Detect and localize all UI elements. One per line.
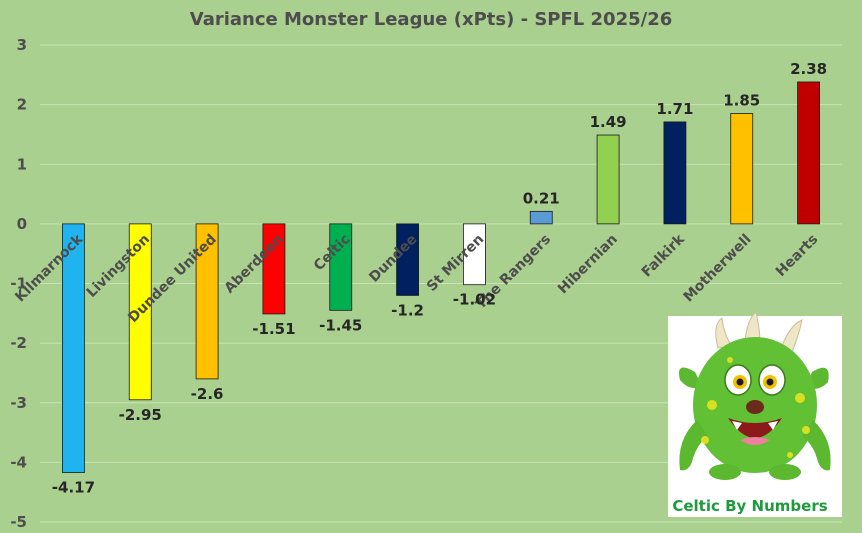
- value-label-falkirk: 1.71: [656, 100, 693, 118]
- y-axis-ticks: -5 -4 -3 -2 -1 0 1 2 3: [10, 36, 27, 531]
- value-label-dundee-united: -2.6: [191, 385, 224, 403]
- y-tick-label: -5: [10, 513, 27, 531]
- bar-dundee: [396, 223, 419, 296]
- y-tick-label: 2: [17, 96, 27, 114]
- logo-caption: Celtic By Numbers: [672, 497, 827, 515]
- y-tick-label: 0: [17, 215, 27, 233]
- bar-dundee-united: [195, 223, 219, 380]
- y-tick-label: -4: [10, 453, 27, 471]
- bar-celtic: [329, 223, 353, 311]
- category-label-motherwell: Motherwell: [681, 231, 755, 305]
- category-label-hibernian: Hibernian: [555, 231, 621, 297]
- value-label-dundee: -1.2: [391, 301, 424, 319]
- y-tick-label: 3: [17, 36, 27, 54]
- category-label-hearts: Hearts: [773, 231, 822, 280]
- value-labels: -4.17 -2.95 -2.6 -1.51 -1.45 -1.2 -1.02 0.21 1.4…: [52, 60, 827, 497]
- value-label-st-mirren: -1.02: [453, 291, 496, 309]
- bar-hibernian: [596, 134, 620, 225]
- y-tick-label: -1: [10, 275, 27, 293]
- chart-title: Variance Monster League (xPts) - SPFL 20…: [190, 9, 673, 30]
- value-label-aberdeen: -1.51: [252, 320, 295, 338]
- bar-st-mirren: [463, 223, 486, 286]
- value-label-hibernian: 1.49: [590, 113, 627, 131]
- bar-hearts: [797, 81, 820, 225]
- category-label-falkirk: Falkirk: [639, 231, 688, 280]
- y-tick-label: 1: [17, 155, 27, 173]
- value-label-hearts: 2.38: [790, 60, 827, 78]
- bar-falkirk: [663, 121, 687, 225]
- value-label-the-rangers: 0.21: [523, 189, 560, 207]
- green-monster-icon: [679, 311, 831, 480]
- bars: [62, 81, 820, 473]
- bar-motherwell: [730, 113, 754, 225]
- value-label-celtic: -1.45: [319, 316, 362, 334]
- y-tick-label: -2: [10, 334, 27, 352]
- value-label-motherwell: 1.85: [723, 92, 760, 110]
- bar-kilmarnock: [62, 223, 85, 473]
- bar-livingston: [128, 223, 152, 401]
- y-tick-label: -3: [10, 394, 27, 412]
- bar-aberdeen: [262, 223, 286, 315]
- value-label-livingston: -2.95: [119, 406, 162, 424]
- celtic-by-numbers-logo: Celtic By Numbers: [668, 311, 842, 517]
- value-label-kilmarnock: -4.17: [52, 479, 95, 497]
- gridlines: [40, 44, 842, 523]
- bar-the-rangers: [529, 210, 553, 225]
